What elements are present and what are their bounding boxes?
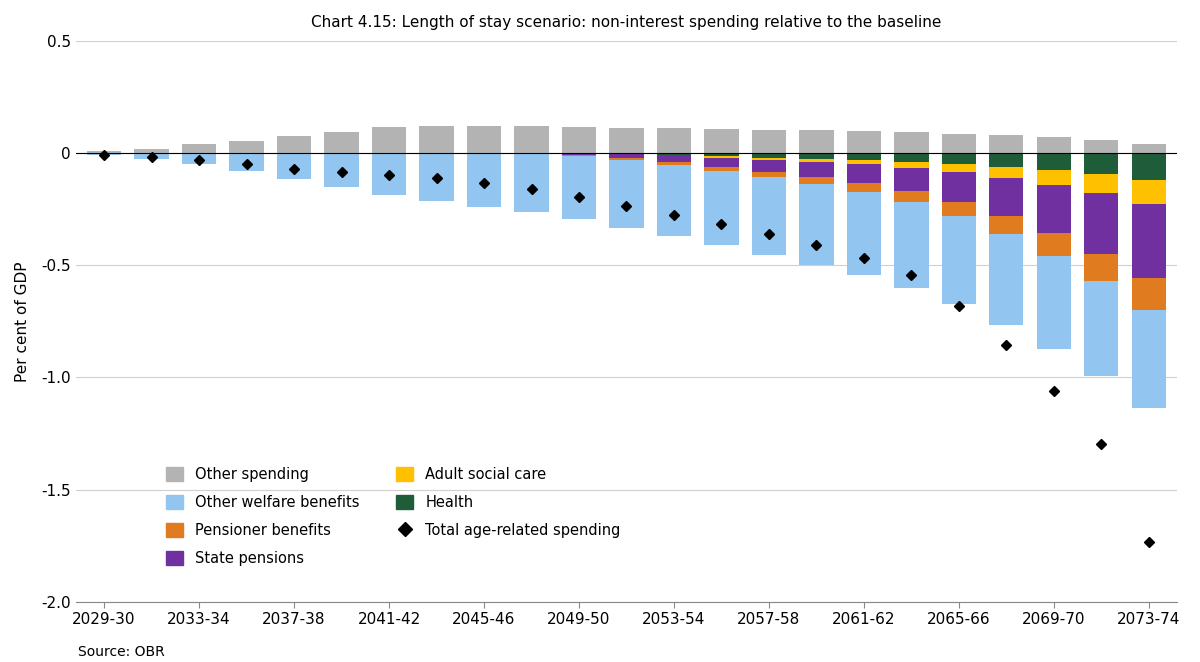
- Bar: [277, 136, 311, 153]
- Bar: [894, 168, 929, 191]
- Bar: [610, 128, 643, 153]
- Bar: [847, 153, 881, 160]
- Bar: [420, 126, 454, 153]
- Bar: [704, 158, 738, 167]
- Bar: [704, 153, 738, 156]
- Bar: [989, 178, 1024, 216]
- Bar: [1037, 256, 1070, 349]
- Bar: [1132, 310, 1166, 408]
- Bar: [894, 162, 929, 168]
- Bar: [562, 127, 596, 153]
- Bar: [942, 172, 976, 201]
- Bar: [610, 153, 643, 154]
- Bar: [704, 156, 738, 158]
- Bar: [1085, 140, 1118, 153]
- Bar: [942, 164, 976, 172]
- Bar: [847, 131, 881, 153]
- Bar: [134, 148, 169, 153]
- Bar: [467, 126, 502, 153]
- Bar: [752, 171, 786, 177]
- Bar: [704, 129, 738, 153]
- Bar: [704, 167, 738, 171]
- Bar: [942, 216, 976, 305]
- Bar: [1037, 153, 1070, 170]
- Bar: [324, 153, 359, 187]
- Bar: [942, 153, 976, 164]
- Bar: [420, 153, 454, 201]
- Bar: [656, 165, 691, 236]
- Bar: [1132, 180, 1166, 203]
- Bar: [86, 153, 121, 156]
- Text: Source: OBR: Source: OBR: [78, 645, 164, 659]
- Bar: [752, 160, 786, 171]
- Bar: [1037, 234, 1070, 256]
- Bar: [989, 135, 1024, 153]
- Bar: [894, 191, 929, 202]
- Bar: [1085, 281, 1118, 376]
- Bar: [752, 177, 786, 255]
- Bar: [656, 128, 691, 153]
- Bar: [1037, 137, 1070, 153]
- Bar: [1037, 170, 1070, 185]
- Bar: [656, 153, 691, 156]
- Bar: [799, 159, 834, 162]
- Bar: [1132, 144, 1166, 153]
- Bar: [989, 234, 1024, 324]
- Bar: [799, 184, 834, 265]
- Bar: [515, 153, 548, 212]
- Bar: [656, 156, 691, 162]
- Bar: [942, 134, 976, 153]
- Y-axis label: Per cent of GDP: Per cent of GDP: [14, 261, 30, 381]
- Bar: [799, 177, 834, 184]
- Bar: [894, 202, 929, 289]
- Bar: [799, 153, 834, 159]
- Bar: [324, 132, 359, 153]
- Bar: [942, 201, 976, 216]
- Bar: [704, 171, 738, 246]
- Bar: [799, 162, 834, 177]
- Bar: [1085, 193, 1118, 254]
- Bar: [562, 153, 596, 155]
- Bar: [562, 155, 596, 156]
- Bar: [1132, 203, 1166, 277]
- Bar: [515, 126, 548, 153]
- Bar: [1132, 277, 1166, 310]
- Bar: [1037, 185, 1070, 234]
- Bar: [86, 151, 121, 153]
- Bar: [799, 130, 834, 153]
- Legend: Other spending, Other welfare benefits, Pensioner benefits, State pensions, Adul: Other spending, Other welfare benefits, …: [160, 461, 626, 572]
- Bar: [610, 158, 643, 160]
- Bar: [229, 153, 264, 171]
- Bar: [182, 153, 216, 164]
- Bar: [467, 153, 502, 207]
- Bar: [134, 153, 169, 159]
- Bar: [372, 127, 406, 153]
- Bar: [182, 144, 216, 153]
- Bar: [847, 160, 881, 164]
- Bar: [1085, 174, 1118, 193]
- Bar: [610, 154, 643, 158]
- Bar: [989, 153, 1024, 167]
- Bar: [1085, 254, 1118, 281]
- Bar: [989, 216, 1024, 234]
- Title: Chart 4.15: Length of stay scenario: non-interest spending relative to the basel: Chart 4.15: Length of stay scenario: non…: [311, 15, 942, 30]
- Bar: [847, 192, 881, 275]
- Bar: [277, 153, 311, 179]
- Bar: [894, 132, 929, 153]
- Bar: [610, 160, 643, 228]
- Bar: [989, 167, 1024, 178]
- Bar: [847, 164, 881, 183]
- Bar: [894, 153, 929, 162]
- Bar: [1085, 153, 1118, 174]
- Bar: [1132, 153, 1166, 180]
- Bar: [656, 162, 691, 165]
- Bar: [562, 156, 596, 219]
- Bar: [847, 183, 881, 192]
- Bar: [372, 153, 406, 195]
- Bar: [229, 141, 264, 153]
- Bar: [752, 153, 786, 158]
- Bar: [752, 130, 786, 153]
- Bar: [752, 158, 786, 160]
